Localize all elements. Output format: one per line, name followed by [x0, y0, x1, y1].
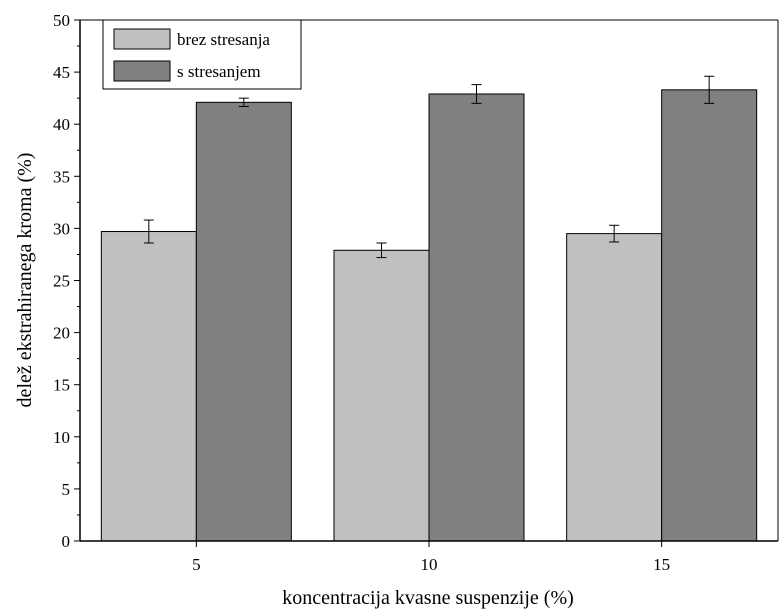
bar: [566, 233, 663, 542]
plot-area: [100, 75, 758, 542]
y-tick-label: 0: [62, 532, 71, 551]
legend-swatch: [113, 60, 171, 82]
y-tick-label: 5: [62, 480, 71, 499]
bar: [333, 249, 430, 542]
legend-label: brez stresanja: [177, 30, 270, 49]
x-tick-label: 15: [653, 555, 670, 574]
x-axis-title: koncentracija kvasne suspenzije (%): [282, 587, 574, 609]
axes: 5 10 15 0 5 10 15 20 25 30 35 40 45 50: [53, 11, 779, 574]
bar: [195, 101, 292, 542]
y-tick-label: 40: [53, 115, 70, 134]
x-tick-label: 10: [421, 555, 438, 574]
legend: brez stresanja s stresanjem: [102, 19, 302, 90]
y-tick-label: 15: [53, 376, 70, 395]
y-tick-label: 30: [53, 219, 70, 238]
legend-swatch: [113, 28, 171, 50]
y-axis-title: delež ekstrahiranega kroma (%): [14, 153, 36, 408]
y-tick-label: 45: [53, 63, 70, 82]
y-tick-label: 50: [53, 11, 70, 30]
y-tick-label: 10: [53, 428, 70, 447]
y-tick-label: 20: [53, 324, 70, 343]
bar: [428, 93, 525, 542]
bar: [661, 89, 758, 542]
legend-label: s stresanjem: [177, 62, 261, 81]
y-tick-label: 35: [53, 167, 70, 186]
bar: [100, 231, 197, 542]
x-tick-label: 5: [192, 555, 201, 574]
y-tick-label: 25: [53, 272, 70, 291]
